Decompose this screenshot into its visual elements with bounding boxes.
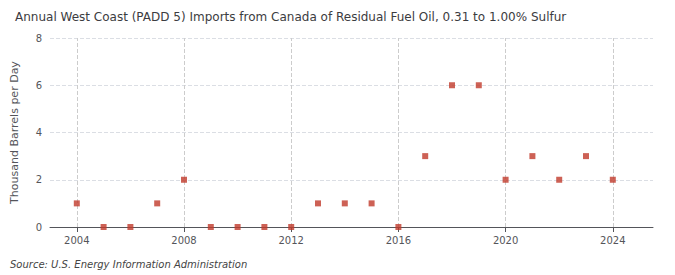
svg-text:6: 6 bbox=[36, 80, 42, 91]
svg-text:2024: 2024 bbox=[600, 235, 625, 246]
svg-text:Annual West Coast (PADD 5) Imp: Annual West Coast (PADD 5) Imports from … bbox=[15, 10, 566, 24]
svg-text:2016: 2016 bbox=[386, 235, 411, 246]
svg-text:Source: U.S. Energy Informatio: Source: U.S. Energy Information Administ… bbox=[10, 259, 247, 270]
svg-text:4: 4 bbox=[36, 127, 42, 138]
svg-text:0: 0 bbox=[36, 222, 42, 233]
svg-text:2: 2 bbox=[36, 174, 42, 185]
svg-text:2020: 2020 bbox=[493, 235, 518, 246]
svg-text:2004: 2004 bbox=[64, 235, 89, 246]
svg-text:2008: 2008 bbox=[171, 235, 196, 246]
svg-text:8: 8 bbox=[36, 33, 42, 44]
svg-text:2012: 2012 bbox=[278, 235, 303, 246]
svg-text:Thousand Barrels per Day: Thousand Barrels per Day bbox=[8, 61, 21, 205]
